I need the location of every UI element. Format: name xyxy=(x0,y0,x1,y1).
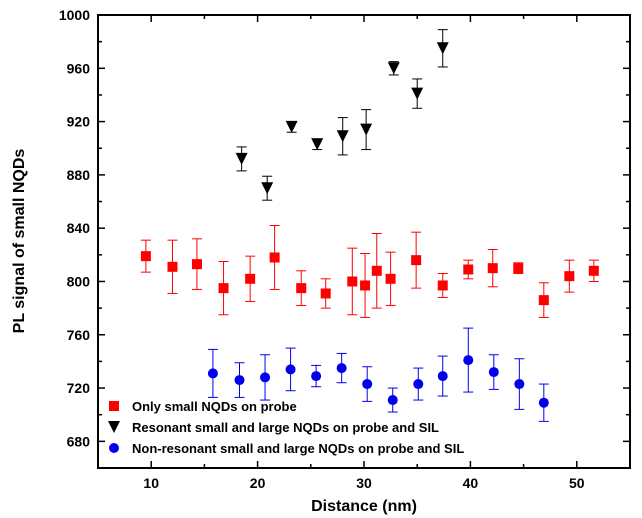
data-point xyxy=(538,295,549,306)
data-point xyxy=(413,379,424,390)
data-point xyxy=(463,264,474,275)
legend-marker xyxy=(109,401,119,411)
legend-label: Only small NQDs on probe xyxy=(132,399,297,414)
y-tick-label: 1000 xyxy=(59,7,90,23)
data-point xyxy=(336,363,347,374)
x-tick-label: 40 xyxy=(463,475,479,491)
data-point xyxy=(411,87,424,100)
y-tick-label: 800 xyxy=(67,273,91,289)
data-point xyxy=(311,138,324,151)
axis-ticks: 10 20 30 40 50 680 720 760 800 840 880 920 960 1000 xyxy=(59,7,631,491)
legend-marker xyxy=(109,443,119,453)
data-point xyxy=(387,62,400,75)
x-tick-label: 20 xyxy=(250,475,266,491)
x-axis-label: Distance (nm) xyxy=(311,498,417,515)
x-tick-label: 30 xyxy=(356,475,372,491)
data-point xyxy=(436,42,449,55)
y-tick-label: 720 xyxy=(67,380,91,396)
data-point xyxy=(191,259,202,270)
data-point xyxy=(269,252,280,263)
series-3 xyxy=(207,327,549,422)
x-tick-label: 50 xyxy=(569,475,585,491)
data-point xyxy=(218,283,229,294)
y-tick-label: 840 xyxy=(67,220,91,236)
data-point xyxy=(387,395,398,406)
series-2 xyxy=(235,29,449,201)
data-point xyxy=(513,263,524,274)
data-point xyxy=(362,379,373,390)
legend-label: Resonant small and large NQDs on probe a… xyxy=(132,420,439,435)
data-point xyxy=(371,265,382,276)
legend-label: Non-resonant small and large NQDs on pro… xyxy=(132,441,464,456)
data-point xyxy=(463,355,474,366)
data-point xyxy=(347,276,358,287)
legend-marker xyxy=(108,421,120,433)
y-tick-label: 960 xyxy=(67,60,91,76)
series-1 xyxy=(140,225,599,318)
data-point xyxy=(285,120,298,133)
data-point xyxy=(360,280,371,291)
data-point xyxy=(437,371,448,382)
x-tick-label: 10 xyxy=(143,475,159,491)
data-series xyxy=(140,29,599,422)
data-point xyxy=(285,364,296,375)
data-point xyxy=(336,130,349,143)
y-axis-label: PL signal of small NQDs xyxy=(11,149,28,334)
data-point xyxy=(385,273,396,284)
data-point xyxy=(234,375,245,386)
data-point xyxy=(564,271,575,282)
data-point xyxy=(245,273,256,284)
data-point xyxy=(488,367,499,378)
data-point xyxy=(360,123,373,136)
y-tick-label: 880 xyxy=(67,167,91,183)
data-point xyxy=(588,265,599,276)
data-point xyxy=(311,371,322,382)
data-point xyxy=(320,288,331,299)
data-point xyxy=(235,152,248,165)
data-point xyxy=(140,251,151,262)
y-tick-label: 680 xyxy=(67,433,91,449)
data-point xyxy=(487,263,498,274)
data-point xyxy=(167,261,178,272)
data-point xyxy=(437,280,448,291)
y-tick-label: 760 xyxy=(67,327,91,343)
legend: Only small NQDs on probe Resonant small a… xyxy=(108,399,464,456)
data-point xyxy=(514,379,525,390)
data-point xyxy=(411,255,422,266)
data-point xyxy=(296,283,307,294)
y-tick-label: 920 xyxy=(67,114,91,130)
data-point xyxy=(261,182,274,195)
data-point xyxy=(538,397,549,408)
data-point xyxy=(260,372,271,383)
data-point xyxy=(207,368,218,379)
